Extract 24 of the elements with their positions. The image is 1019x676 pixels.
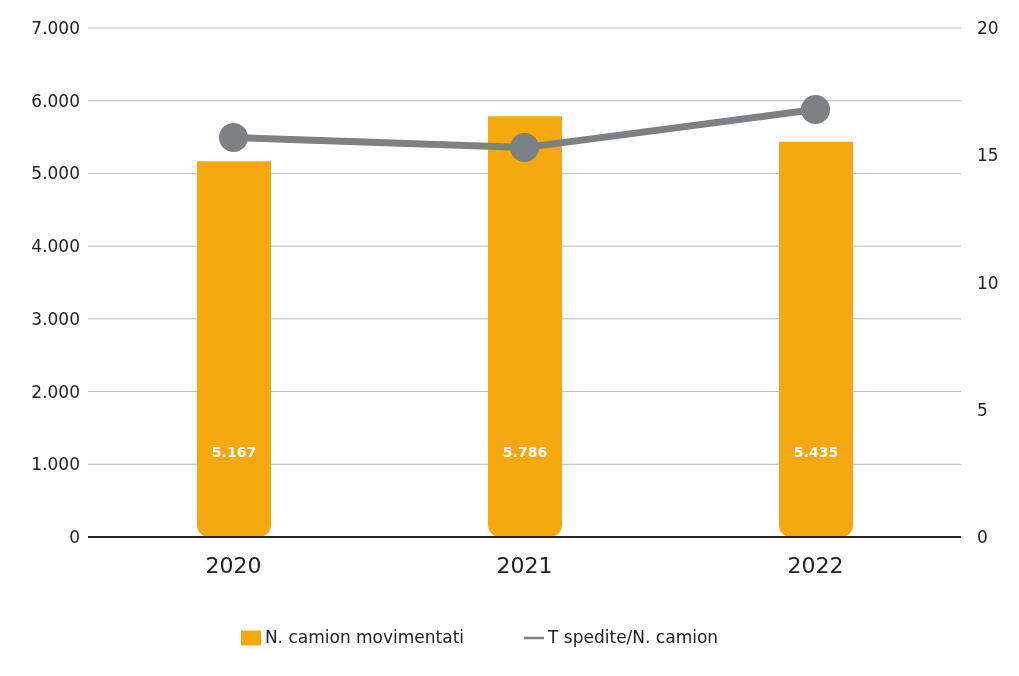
y-tick-label: 1.000	[31, 454, 80, 475]
y-tick-label: 4.000	[31, 236, 80, 257]
data-label: 5.167	[211, 444, 257, 460]
bar	[779, 141, 853, 537]
x-tick-label: 2021	[496, 552, 553, 578]
y-tick-label: 2.000	[31, 381, 80, 402]
bar	[197, 161, 271, 537]
y-tick-label: 7.000	[31, 18, 80, 39]
x-tick-label: 2020	[205, 552, 262, 578]
y-tick-label: 5.000	[31, 163, 80, 184]
y-tick-label: 3.000	[31, 308, 80, 329]
y2-tick-label: 20	[977, 18, 999, 38]
bar	[488, 116, 562, 537]
y2-tick-label: 5	[977, 399, 988, 420]
y-tick-label: 6.000	[31, 90, 80, 111]
y2-tick-label: 15	[977, 145, 999, 166]
legend-label: N. camion movimentati	[264, 627, 465, 647]
y-tick-label: 0	[69, 527, 80, 548]
data-label: 5.786	[502, 444, 548, 460]
data-label: 5.435	[793, 444, 839, 460]
y2-tick-label: 10	[977, 272, 999, 293]
legend-label: T spedite/N. camion	[548, 627, 719, 647]
x-tick-label: 2022	[787, 552, 844, 578]
y2-tick-label: 0	[977, 527, 988, 547]
